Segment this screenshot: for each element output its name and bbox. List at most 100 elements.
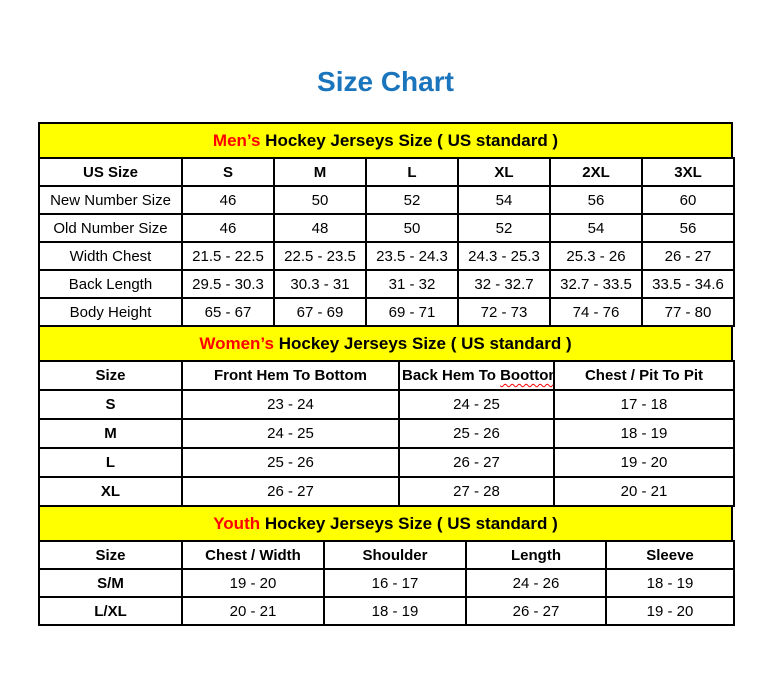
column-header: 3XL: [641, 157, 735, 187]
table-row: Body Height 65 - 67 67 - 69 69 - 71 72 - 73 7…: [38, 297, 735, 327]
row-label: Width Chest: [38, 241, 183, 271]
mens-section-header: Men’s Hockey Jerseys Size ( US standard …: [38, 122, 733, 159]
column-header: Chest / Pit To Pit: [553, 360, 735, 391]
row-label: Back Length: [38, 269, 183, 299]
column-header: Back Hem To Boottom: [398, 360, 555, 391]
cell-value: 18 - 19: [323, 596, 467, 626]
table-row: Old Number Size 46 48 50 52 54 56: [38, 213, 735, 243]
cell-value: 69 - 71: [365, 297, 459, 327]
cell-value: 24 - 25: [398, 389, 555, 420]
cell-value: 31 - 32: [365, 269, 459, 299]
row-label: New Number Size: [38, 185, 183, 215]
cell-value: 50: [365, 213, 459, 243]
table-row: Back Length 29.5 - 30.3 30.3 - 31 31 - 32 32…: [38, 269, 735, 299]
cell-value: 30.3 - 31: [273, 269, 367, 299]
table-row: S 23 - 24 24 - 25 17 - 18: [38, 389, 735, 420]
table-row: Width Chest 21.5 - 22.5 22.5 - 23.5 23.5 - …: [38, 241, 735, 271]
column-header: M: [273, 157, 367, 187]
cell-value: 24 - 26: [465, 568, 607, 598]
cell-value: 72 - 73: [457, 297, 551, 327]
cell-value: 21.5 - 22.5: [181, 241, 275, 271]
cell-value: 54: [457, 185, 551, 215]
cell-value: 32 - 32.7: [457, 269, 551, 299]
cell-value: 20 - 21: [553, 476, 735, 507]
cell-value: 32.7 - 33.5: [549, 269, 643, 299]
cell-value: 46: [181, 185, 275, 215]
table-row: XL 26 - 27 27 - 28 20 - 21: [38, 476, 735, 507]
page-title: Size Chart: [317, 66, 454, 97]
cell-value: 33.5 - 34.6: [641, 269, 735, 299]
cell-value: 25 - 26: [181, 447, 400, 478]
womens-section-title: Hockey Jerseys Size ( US standard ): [273, 334, 572, 353]
column-header: L: [365, 157, 459, 187]
cell-value: 67 - 69: [273, 297, 367, 327]
cell-value: 19 - 20: [605, 596, 735, 626]
cell-value: 24.3 - 25.3: [457, 241, 551, 271]
column-header: Size: [38, 540, 183, 570]
cell-value: 26 - 27: [181, 476, 400, 507]
table-row: L 25 - 26 26 - 27 19 - 20: [38, 447, 735, 478]
cell-value: 26 - 27: [398, 447, 555, 478]
cell-value: 50: [273, 185, 367, 215]
womens-header-row: Size Front Hem To Bottom Back Hem To Boott…: [38, 360, 735, 391]
cell-value: 52: [365, 185, 459, 215]
column-header: Length: [465, 540, 607, 570]
youth-size-table: Size Chest / Width Shoulder Length Sleeve S/…: [38, 540, 735, 626]
column-header: Shoulder: [323, 540, 467, 570]
cell-value: 23.5 - 24.3: [365, 241, 459, 271]
column-header: 2XL: [549, 157, 643, 187]
cell-value: 25.3 - 26: [549, 241, 643, 271]
row-label: L: [38, 447, 183, 478]
column-header: Size: [38, 360, 183, 391]
cell-value: 65 - 67: [181, 297, 275, 327]
mens-section-title: Hockey Jerseys Size ( US standard ): [260, 131, 559, 150]
row-label: Old Number Size: [38, 213, 183, 243]
cell-value: 48: [273, 213, 367, 243]
row-label: XL: [38, 476, 183, 507]
womens-section-header: Women’s Hockey Jerseys Size ( US standar…: [38, 325, 733, 362]
table-row: L/XL 20 - 21 18 - 19 26 - 27 19 - 20: [38, 596, 735, 626]
cell-value: 74 - 76: [549, 297, 643, 327]
cell-value: 23 - 24: [181, 389, 400, 420]
youth-section: Youth Hockey Jerseys Size ( US standard …: [38, 505, 735, 626]
cell-value: 26 - 27: [465, 596, 607, 626]
column-header: Front Hem To Bottom: [181, 360, 400, 391]
cell-value: 18 - 19: [553, 418, 735, 449]
cell-value: 17 - 18: [553, 389, 735, 420]
cell-value: 56: [549, 185, 643, 215]
youth-section-header: Youth Hockey Jerseys Size ( US standard …: [38, 505, 733, 542]
cell-value: 46: [181, 213, 275, 243]
mens-section-accent: Men’s: [212, 131, 261, 150]
table-row: S/M 19 - 20 16 - 17 24 - 26 18 - 19: [38, 568, 735, 598]
size-chart-tables: Men’s Hockey Jerseys Size ( US standard …: [38, 122, 735, 626]
row-label: L/XL: [38, 596, 183, 626]
cell-value: 52: [457, 213, 551, 243]
youth-header-row: Size Chest / Width Shoulder Length Sleeve: [38, 540, 735, 570]
cell-value: 19 - 20: [181, 568, 325, 598]
cell-value: 27 - 28: [398, 476, 555, 507]
row-label: S: [38, 389, 183, 420]
cell-value: 18 - 19: [605, 568, 735, 598]
youth-section-accent: Youth: [213, 514, 261, 533]
mens-section: Men’s Hockey Jerseys Size ( US standard …: [38, 122, 735, 327]
mens-size-table: US Size S M L XL 2XL 3XL New Number Size 46 50 52…: [38, 157, 735, 327]
table-row: M 24 - 25 25 - 26 18 - 19: [38, 418, 735, 449]
misspelled-word: Boottom: [500, 367, 552, 384]
column-header: Sleeve: [605, 540, 735, 570]
row-label: S/M: [38, 568, 183, 598]
column-header: XL: [457, 157, 551, 187]
cell-value: 54: [549, 213, 643, 243]
row-label: M: [38, 418, 183, 449]
cell-value: 26 - 27: [641, 241, 735, 271]
table-row: New Number Size 46 50 52 54 56 60: [38, 185, 735, 215]
cell-value: 77 - 80: [641, 297, 735, 327]
cell-value: 56: [641, 213, 735, 243]
column-header: S: [181, 157, 275, 187]
mens-header-row: US Size S M L XL 2XL 3XL: [38, 157, 735, 187]
cell-value: 25 - 26: [398, 418, 555, 449]
cell-value: 22.5 - 23.5: [273, 241, 367, 271]
cell-value: 19 - 20: [553, 447, 735, 478]
row-label: Body Height: [38, 297, 183, 327]
youth-section-title: Hockey Jerseys Size ( US standard ): [260, 514, 558, 533]
